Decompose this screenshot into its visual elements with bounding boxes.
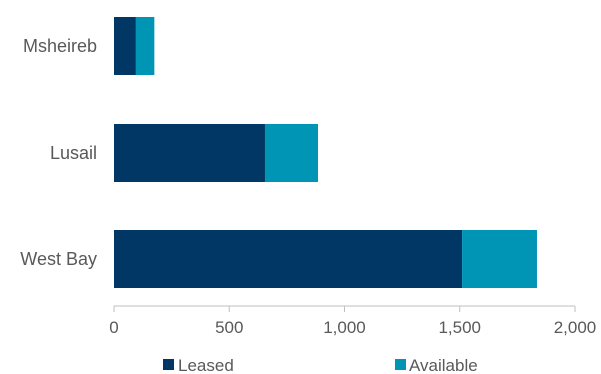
- category-label-msheireb: Msheireb: [23, 36, 97, 56]
- bar-leased-west-bay: [114, 230, 463, 288]
- legend-swatch-leased: [163, 359, 174, 370]
- bar-available-west-bay: [462, 230, 537, 288]
- bar-leased-lusail: [114, 124, 265, 182]
- legend-label-leased: Leased: [178, 356, 234, 374]
- legend: Leased Available: [163, 356, 478, 374]
- bar-leased-msheireb: [114, 17, 136, 75]
- x-tick-label: 0: [109, 318, 118, 337]
- x-tick-label: 1,000: [323, 318, 366, 337]
- x-tick-label: 1,500: [438, 318, 481, 337]
- x-tick-label: 2,000: [554, 318, 597, 337]
- legend-swatch-available: [395, 359, 406, 370]
- bars-layer: [114, 17, 537, 288]
- bar-available-msheireb: [135, 17, 155, 75]
- legend-label-available: Available: [409, 356, 478, 374]
- bar-available-lusail: [264, 124, 318, 182]
- category-label-west-bay: West Bay: [20, 249, 97, 269]
- x-tick-label: 500: [215, 318, 243, 337]
- x-axis-ticks: 0 500 1,000 1,500 2,000: [109, 306, 596, 337]
- category-label-lusail: Lusail: [50, 143, 97, 163]
- category-labels: Msheireb Lusail West Bay: [20, 36, 97, 269]
